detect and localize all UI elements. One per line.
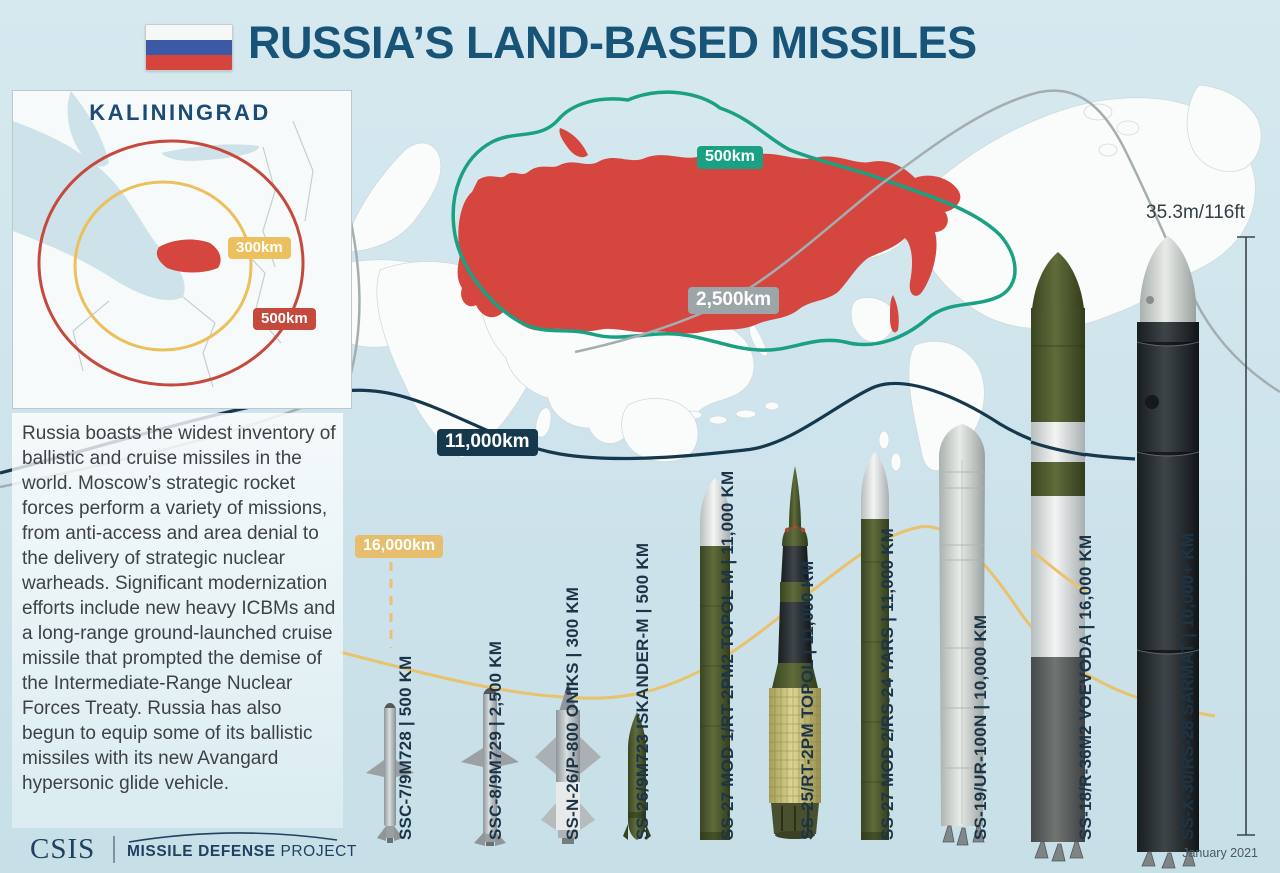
inset-ring-500km-badge: 500km	[253, 308, 316, 331]
russia-shape	[457, 128, 961, 334]
project-name-light: PROJECT	[280, 843, 357, 860]
flag-stripe-blue	[146, 39, 232, 55]
missile-label-ss-19: SS-19/UR-100N | 10,000 KM	[971, 614, 990, 840]
footer-arc	[128, 832, 338, 843]
missile-ss-25-topol	[769, 466, 821, 839]
description-text: Russia boasts the widest inventory of ba…	[22, 423, 336, 794]
missile-ssc-8-9m729	[461, 688, 519, 846]
missile-ss-26-iskander-m	[623, 712, 651, 840]
kaliningrad-map-art	[13, 91, 314, 388]
missile-label-topol-m: SS-27 MOD 1/RT-2PM2 TOPOL-M | 11,000 KM	[718, 470, 737, 840]
missile-label-oniks: SS-N-26/P-800 ONIKS | 300 KM	[563, 586, 582, 840]
missile-label-voevoda: SS-18/R-36M2 VOEVODA | 16,000 KM	[1076, 534, 1095, 840]
ring-500km-badge: 500km	[697, 146, 763, 170]
missile-label-sarmat: SS-X-30/RS-28 SARMAT | 10,000+ KM	[1178, 532, 1197, 840]
missile-ss-x-30-sarmat	[1136, 236, 1200, 869]
page-title: RUSSIA’S LAND-BASED MISSILES	[248, 17, 977, 68]
missile-defense-project-logo: MISSILE DEFENSE PROJECT	[127, 843, 357, 861]
kaliningrad-inset-map	[12, 90, 352, 409]
flag-stripe-red	[146, 54, 232, 70]
ring-2500km-badge: 2,500km	[688, 287, 780, 314]
missile-ss-27-mod2-yars	[861, 452, 889, 840]
missile-label-iskander: SS-26/9M723 ISKANDER-M | 500 KM	[633, 542, 652, 840]
height-dimension-line	[1237, 236, 1255, 836]
publication-date: January 2021	[1182, 846, 1258, 860]
missile-ssc-7-9m728	[366, 703, 414, 843]
inset-ring-300km-badge: 300km	[228, 237, 291, 260]
height-marker-label: 35.3m/116ft	[1146, 202, 1245, 223]
curve-overlays	[1030, 440, 1087, 594]
missile-ss-n-26-oniks	[535, 682, 601, 844]
ring-11000km-badge: 11,000km	[437, 429, 538, 456]
inset-title: KALININGRAD	[89, 100, 271, 125]
flag-stripe-white	[146, 25, 232, 40]
kaliningrad-region	[156, 239, 221, 273]
russia-flag-icon	[145, 24, 233, 71]
footer-divider	[113, 836, 115, 863]
ring-16000km-badge: 16,000km	[355, 535, 444, 559]
csis-logo: CSIS	[30, 833, 96, 865]
missile-ss-18-voevoda	[1031, 252, 1085, 862]
description-panel	[12, 413, 343, 828]
missile-label-ssc-8: SSC-8/9M729 | 2,500 KM	[486, 640, 505, 840]
missile-label-ssc-7: SSC-7/9M728 | 500 KM	[396, 655, 415, 840]
missile-label-yars: SS-27 MOD 2/RS-24 YARS | 11,000 KM	[878, 527, 897, 840]
project-name-bold: MISSILE DEFENSE	[127, 843, 276, 860]
missile-ss-27-mod1-topol-m	[700, 478, 730, 840]
missile-ss-19-ur-100n	[939, 424, 985, 846]
missile-label-topol: SS-25/RT-2PM TOPOL | 11,000 KM	[798, 560, 817, 840]
